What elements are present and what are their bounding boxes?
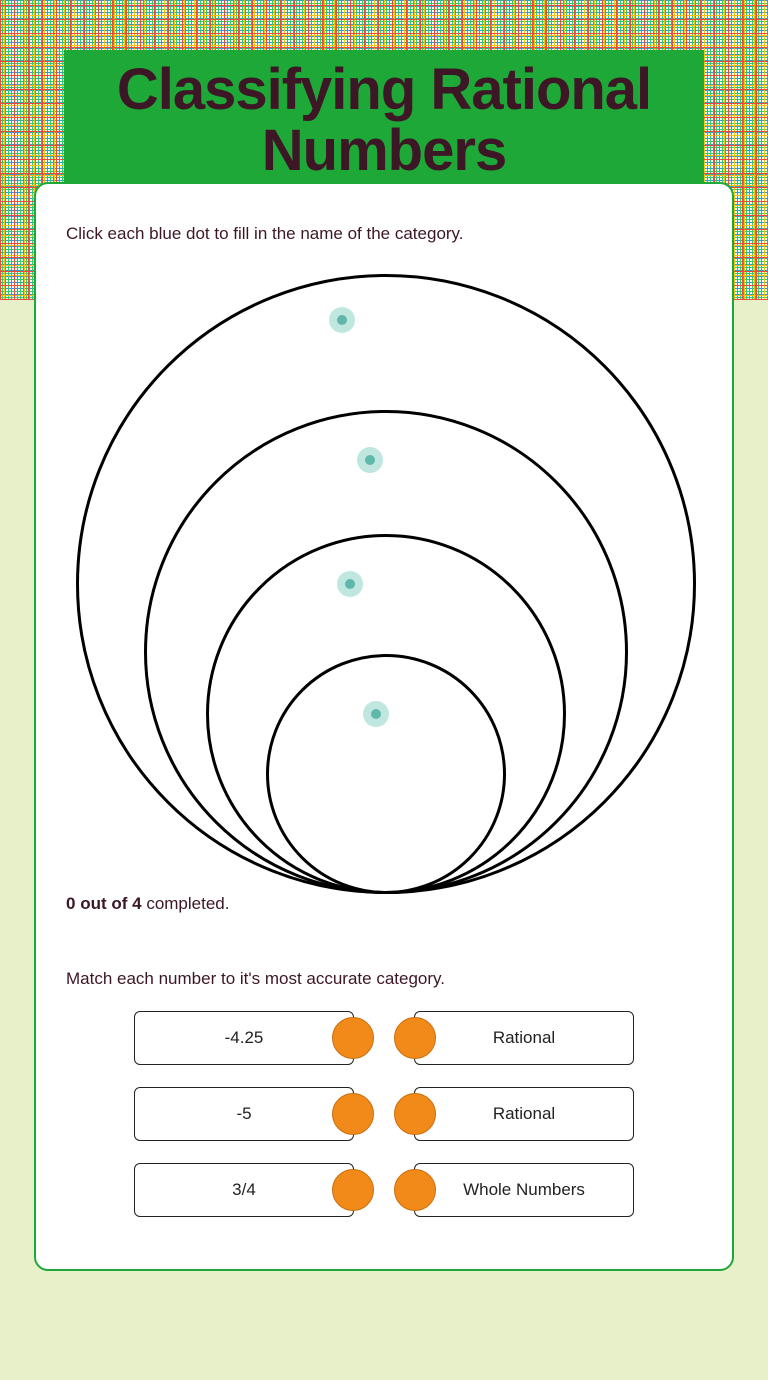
match-left-box: 3/4 (134, 1163, 354, 1217)
match-handle[interactable] (332, 1017, 374, 1059)
match-right-box: Rational (414, 1087, 634, 1141)
match-row: -5 Rational (66, 1087, 702, 1141)
category-dot[interactable] (329, 307, 355, 333)
match-right-label: Rational (493, 1028, 555, 1048)
match-left-label: 3/4 (232, 1180, 256, 1200)
instruction-text-1: Click each blue dot to fill in the name … (66, 224, 702, 244)
match-left-label: -5 (236, 1104, 251, 1124)
match-left-box: -4.25 (134, 1011, 354, 1065)
title-banner: Classifying Rational Numbers (64, 50, 704, 200)
category-dot[interactable] (357, 447, 383, 473)
match-left-label: -4.25 (225, 1028, 264, 1048)
nested-circles-diagram (66, 264, 706, 904)
worksheet-card: Click each blue dot to fill in the name … (34, 182, 734, 1271)
instruction-text-2: Match each number to it's most accurate … (66, 969, 702, 989)
matching-area: -4.25 Rational -5 Rational 3/4 Whole Numbers (66, 1011, 702, 1217)
match-handle[interactable] (394, 1169, 436, 1211)
match-handle[interactable] (332, 1169, 374, 1211)
category-dot[interactable] (363, 701, 389, 727)
match-handle[interactable] (394, 1093, 436, 1135)
match-right-box: Rational (414, 1011, 634, 1065)
match-row: 3/4 Whole Numbers (66, 1163, 702, 1217)
match-right-label: Rational (493, 1104, 555, 1124)
category-dot[interactable] (337, 571, 363, 597)
match-row: -4.25 Rational (66, 1011, 702, 1065)
match-right-label: Whole Numbers (463, 1180, 585, 1200)
diagram-ring (266, 654, 506, 894)
match-handle[interactable] (332, 1093, 374, 1135)
match-right-box: Whole Numbers (414, 1163, 634, 1217)
match-left-box: -5 (134, 1087, 354, 1141)
page-title: Classifying Rational Numbers (84, 60, 684, 182)
match-handle[interactable] (394, 1017, 436, 1059)
